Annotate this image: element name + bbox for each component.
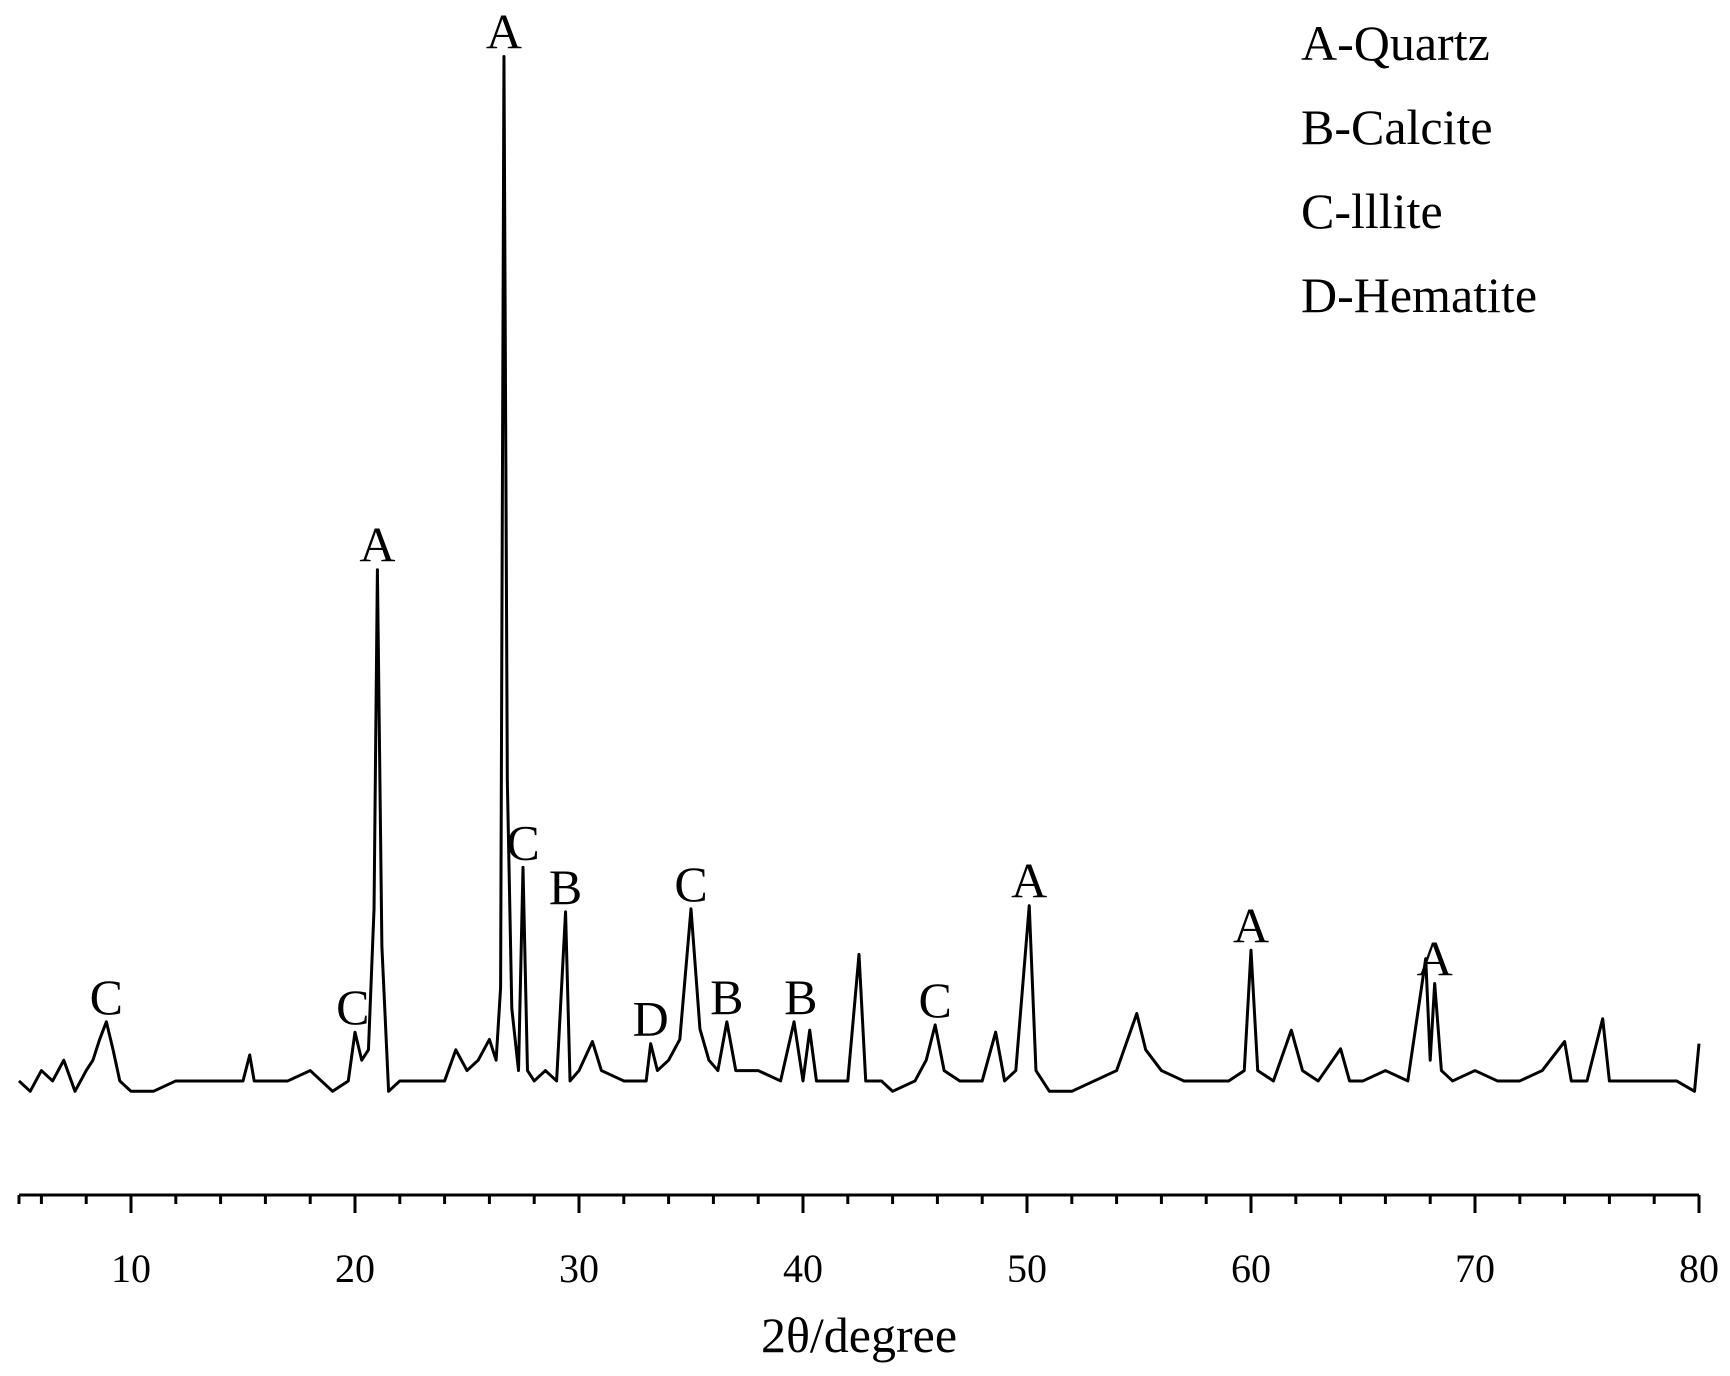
legend-text: A-Quartz [1301, 15, 1490, 71]
x-tick-label: 70 [1455, 1246, 1495, 1291]
peak-label: A [1233, 897, 1269, 953]
x-tick-label: 60 [1231, 1246, 1271, 1291]
peak-label: B [710, 969, 743, 1025]
peak-label: C [506, 814, 539, 870]
x-tick-label: 10 [111, 1246, 151, 1291]
peak-label: A [359, 517, 395, 573]
peak-label: B [549, 859, 582, 915]
xrd-line [17, 54, 1701, 1093]
x-axis-title: 2θ/degree [761, 1307, 957, 1363]
peak-label: A [1011, 853, 1047, 909]
x-tick-label: 80 [1679, 1246, 1719, 1291]
peak-label: C [674, 856, 707, 912]
x-tick-label: 30 [559, 1246, 599, 1291]
x-tick-label: 20 [335, 1246, 375, 1291]
peak-label: C [90, 969, 123, 1025]
peak-label: C [336, 979, 369, 1035]
legend-text: C-lllite [1301, 183, 1443, 239]
peak-label: C [918, 972, 951, 1028]
peak-label: D [633, 991, 669, 1047]
legend-text: D-Hematite [1301, 267, 1537, 323]
peak-label: B [784, 969, 817, 1025]
x-tick-label: 50 [1007, 1246, 1047, 1291]
peak-label: A [1417, 930, 1453, 986]
legend-text: B-Calcite [1301, 99, 1493, 155]
x-tick-label: 40 [783, 1246, 823, 1291]
peak-label: A [486, 3, 522, 59]
